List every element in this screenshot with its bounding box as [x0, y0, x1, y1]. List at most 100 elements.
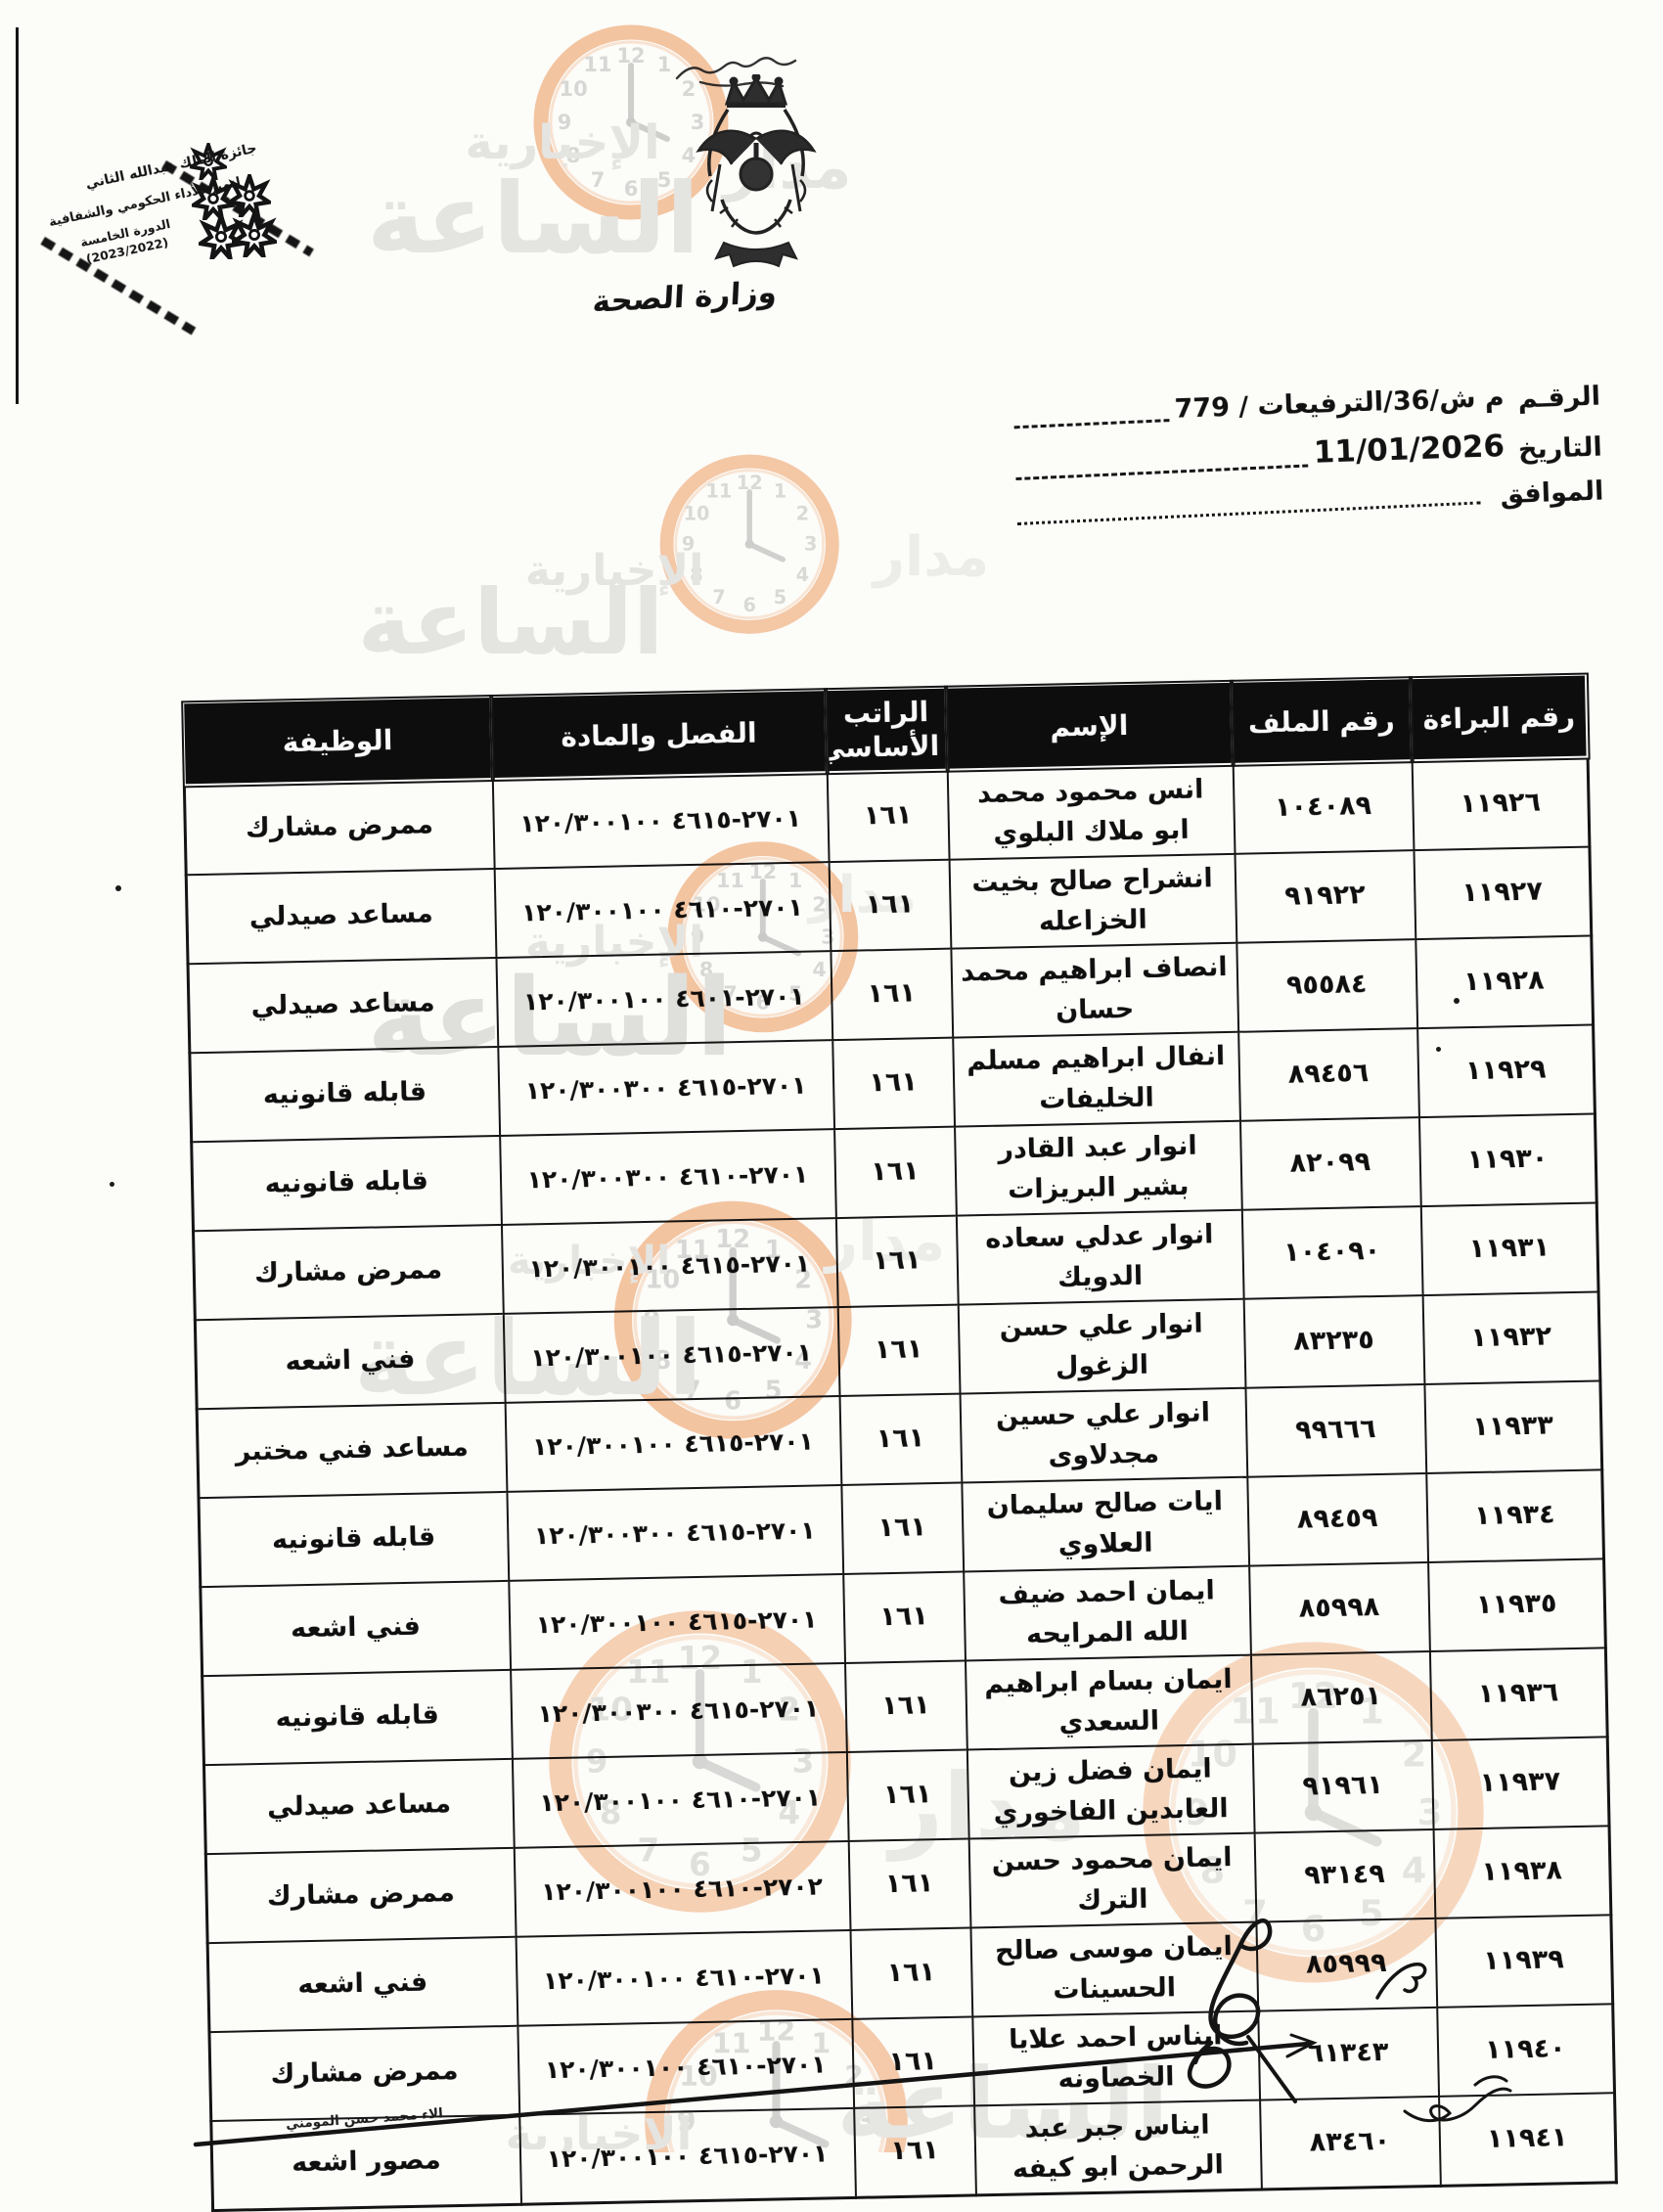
employee-name-cell: ايمان موسى صالح الحسينات: [969, 1921, 1258, 2017]
job-title-cell: قابله قانونيه: [202, 1669, 513, 1766]
employee-name-cell: ايمان بسام ابراهيم السعدي: [965, 1654, 1253, 1750]
employee-name-cell: انس محمود محمد ابو ملاك البلوي: [947, 764, 1236, 860]
watermark-word: الإخبارية: [525, 546, 704, 596]
job-title-cell: مساعد صيدلي: [203, 1758, 515, 1855]
basic-salary-cell: ١٦١: [844, 1660, 967, 1752]
job-title-cell: فني اشعه: [200, 1580, 511, 1677]
scanned-promotion-memo: { "letterhead": { "emblem": "jordan-coat…: [16, 24, 1618, 2212]
employee-name-cell: انشراح صالح بخيت الخزاعله: [949, 853, 1236, 949]
baraa-number-cell: ١١٩٣٨: [1433, 1826, 1611, 1919]
promotions-table-wrapper: رقم البراءة رقم الملف الإسم الراتب الأسا…: [180, 671, 1618, 2212]
job-title-cell: قابله قانونيه: [189, 1046, 500, 1143]
baraa-number-cell: ١١٩٤١: [1438, 2093, 1617, 2187]
job-title-cell: فني اشعه: [207, 1936, 517, 2033]
ink-speck: [1454, 998, 1460, 1004]
chapter-article-cell: ٢٧٠١-٤٦٠١ ١٢٠/٣٠٠١٠٠: [495, 951, 832, 1047]
reference-date-label: التاريخ: [1517, 431, 1603, 466]
reference-corresponding-row: الموافق: [1016, 476, 1604, 527]
chapter-article-cell: ٢٧٠١-٤٦١٠ ١٢٠/٣٠٠١٠٠: [494, 862, 831, 958]
basic-salary-cell: ١٦١: [832, 1037, 955, 1130]
ink-speck: [1436, 1047, 1441, 1052]
header-name: الإسم: [943, 679, 1236, 773]
basic-salary-cell: ١٦١: [827, 770, 950, 863]
basic-salary-cell: ١٦١: [830, 948, 953, 1041]
reference-number-value: م ش/36/الترفيعات / 779: [1174, 383, 1506, 425]
employee-name-cell: ايمان احمد ضيف الله المرايحه: [963, 1565, 1251, 1661]
file-number-cell: ٩١٩٦١: [1252, 1739, 1434, 1833]
job-title-cell: ممرض مشارك: [193, 1224, 504, 1321]
clock-watermark-icon: [667, 462, 832, 627]
file-number-cell: ٨٦٢٥١: [1250, 1650, 1432, 1744]
employee-name-cell: انوار علي حسن الزغول: [958, 1298, 1245, 1394]
file-number-cell: ٦١٣٤٣: [1257, 2007, 1439, 2100]
chapter-article-cell: ٢٧٠١-٤٦١٥ ١٢٠/٣٠٠٣٠٠: [506, 1485, 843, 1581]
file-number-cell: ٩٩٦٦٦: [1244, 1384, 1426, 1477]
watermark-word: مدار: [871, 525, 989, 589]
reference-corresponding-line: [1017, 501, 1481, 525]
job-title-cell: ممرض مشارك: [184, 779, 495, 876]
file-number-cell: ٨٣٤٦٠: [1259, 2096, 1441, 2190]
watermark-word: الساعة: [358, 570, 664, 675]
baraa-number-cell: ١١٩٣٦: [1429, 1648, 1608, 1740]
scan-edge-line: [16, 27, 19, 404]
job-title-cell: مساعد صيدلي: [188, 957, 498, 1054]
baraa-number-cell: ١١٩٣٧: [1431, 1737, 1610, 1829]
file-number-cell: ٨٩٤٥٦: [1237, 1028, 1419, 1121]
header-job-title: الوظيفة: [180, 694, 495, 789]
file-number-cell: ٩٣١٤٩: [1254, 1828, 1435, 1922]
chapter-article-cell: ٢٧٠١-٤٦١٥ ١٢٠/٣٠٠١٠٠: [518, 2107, 856, 2205]
header-file-number: رقم الملف: [1229, 675, 1415, 767]
employee-name-cell: انوار علي حسين مجدلاوى: [960, 1387, 1247, 1483]
ink-speck: [115, 885, 121, 891]
chapter-article-cell: ٢٧٠١-٤٦١٥ ١٢٠/٣٠٠٣٠٠: [497, 1040, 834, 1136]
chapter-article-cell: ٢٧٠١-٤٦١٥ ١٢٠/٣٠٠١٠٠: [492, 772, 830, 870]
basic-salary-cell: ١٦١: [837, 1304, 961, 1397]
job-title-cell: ممرض مشارك: [208, 2025, 519, 2122]
job-title-cell: فني اشعه: [195, 1313, 506, 1410]
chapter-article-cell: ٢٧٠١-٤٦١٠ ١٢٠/٣٠٠١٠٠: [517, 2018, 854, 2115]
job-title-cell: ممرض مشارك: [205, 1847, 517, 1944]
file-number-cell: ٨٩٤٥٩: [1246, 1473, 1428, 1566]
baraa-number-cell: ١١٩٣٤: [1425, 1469, 1604, 1562]
basic-salary-cell: ١٦١: [835, 1215, 959, 1308]
reference-date-line: [1015, 464, 1309, 481]
reference-number-line: [1013, 419, 1170, 429]
basic-salary-cell: ١٦١: [833, 1126, 957, 1219]
chapter-article-cell: ٢٧٠١-٤٦١٠ ١٢٠/٣٠٠٣٠٠: [499, 1129, 836, 1225]
baraa-number-cell: ١١٩٤٠: [1436, 2004, 1615, 2097]
job-title-cell: مصور اشعه: [210, 2114, 521, 2211]
baraa-number-cell: ١١٩٢٩: [1416, 1024, 1596, 1118]
baraa-number-cell: ١١٩٣٥: [1427, 1558, 1606, 1651]
baraa-number-cell: ١١٩٣١: [1420, 1202, 1599, 1296]
basic-salary-cell: ١٦١: [842, 1571, 966, 1663]
employee-name-cell: انوار عبد القادر بشير البريزات: [954, 1120, 1242, 1216]
chapter-article-cell: ٢٧٠١-٤٦١٥ ١٢٠/٣٠٠٣٠٠: [510, 1662, 847, 1759]
header-baraa-number: رقم البراءة: [1408, 671, 1591, 763]
baraa-number-cell: ١١٩٣٩: [1434, 1915, 1613, 2008]
chapter-article-cell: ٢٧٠١-٤٦١٥ ١٢٠/٣٠٠١٠٠: [505, 1396, 841, 1492]
award-stamp: جائزة الملك عبدالله الثاني لتميز الأداء …: [29, 68, 352, 362]
reference-corresponding-value: [1481, 508, 1501, 511]
ministry-calligraphy: وزارة الصحة: [591, 274, 779, 321]
reference-number-row: الرقـم م ش/36/الترفيعات / 779: [1013, 380, 1601, 432]
file-number-cell: ١٠٤٠٩٠: [1241, 1206, 1423, 1299]
ink-speck: [110, 1182, 114, 1187]
employee-name-cell: ايمان فضل زين العابدين الفاخوري: [966, 1743, 1255, 1839]
basic-salary-cell: ١٦١: [829, 859, 951, 952]
file-number-cell: ٨٣٢٣٥: [1243, 1295, 1424, 1388]
reference-date-row: التاريخ 11/01/2026: [1014, 426, 1602, 483]
job-title-cell: مساعد فني مختبر: [197, 1402, 507, 1499]
basic-salary-cell: ١٦١: [840, 1482, 964, 1575]
reference-date-value: 11/01/2026: [1313, 429, 1506, 471]
file-number-cell: ١٠٤٠٨٩: [1233, 760, 1414, 854]
job-title-cell: قابله قانونيه: [191, 1135, 502, 1232]
chapter-article-cell: ٢٧٠١-٤٦١٥ ١٢٠/٣٠٠١٠٠: [503, 1307, 840, 1403]
file-number-cell: ٨٥٩٩٩: [1255, 1918, 1437, 2011]
chapter-article-cell: ٢٧٠١-٤٦١٠ ١٢٠/٣٠٠١٠٠: [512, 1751, 849, 1848]
reference-number-label: الرقـم: [1517, 381, 1601, 415]
basic-salary-cell: ١٦١: [839, 1393, 962, 1486]
jordan-coat-of-arms: [696, 74, 817, 268]
baraa-number-cell: ١١٩٣٠: [1418, 1113, 1597, 1207]
file-number-cell: ٨٢٠٩٩: [1239, 1117, 1421, 1210]
file-number-cell: ٩١٩٢٢: [1235, 850, 1416, 943]
